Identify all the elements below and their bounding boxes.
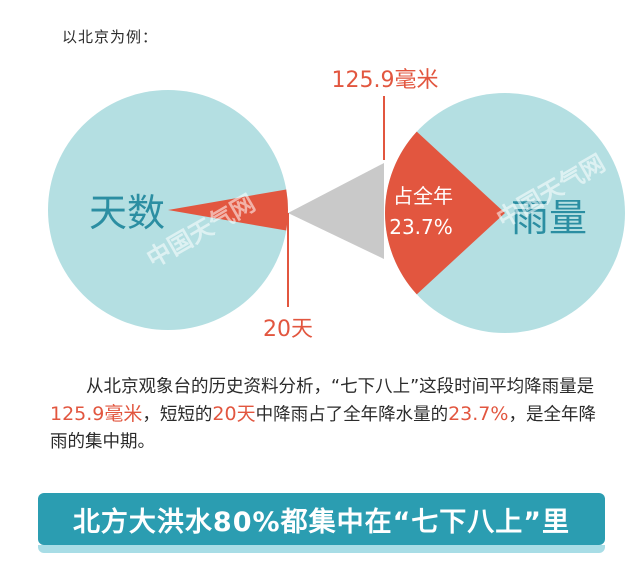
pie-rain-label: 雨量: [511, 196, 587, 240]
headline-banner: 北方大洪水80%都集中在“七下八上”里: [38, 493, 605, 545]
para-text-1: 从北京观象台的历史资料分析，“七下八上”这段时间平均降雨量是: [86, 377, 595, 397]
callout-rain-amount: 125.9毫米: [332, 68, 439, 93]
callout-days: 20天: [263, 317, 313, 342]
para-value-percent: 23.7%: [448, 403, 509, 425]
pie-slice-days: [168, 189, 288, 231]
connector-wedge: [288, 163, 384, 259]
para-text-4: ，是全年降雨的集中期。: [50, 405, 596, 452]
intro-text: 以北京为例：: [62, 28, 159, 46]
pie-slice-rain: [384, 131, 505, 295]
para-text-3: 中降雨占了全年降水量的: [255, 405, 449, 425]
description-paragraph: 从北京观象台的历史资料分析，“七下八上”这段时间平均降雨量是 125.9毫米，短短…: [50, 374, 606, 456]
para-value-rainfall: 125.9毫米: [50, 403, 143, 425]
pie-rain-slice-label-line1: 占全年: [393, 184, 453, 208]
pie-rain-slice-label-line2: 23.7%: [389, 215, 453, 239]
para-text-2: ，短短的: [142, 405, 213, 425]
pie-days-label: 天数: [89, 191, 165, 235]
para-value-days: 20天: [212, 403, 256, 425]
banner-underline: [38, 545, 605, 553]
